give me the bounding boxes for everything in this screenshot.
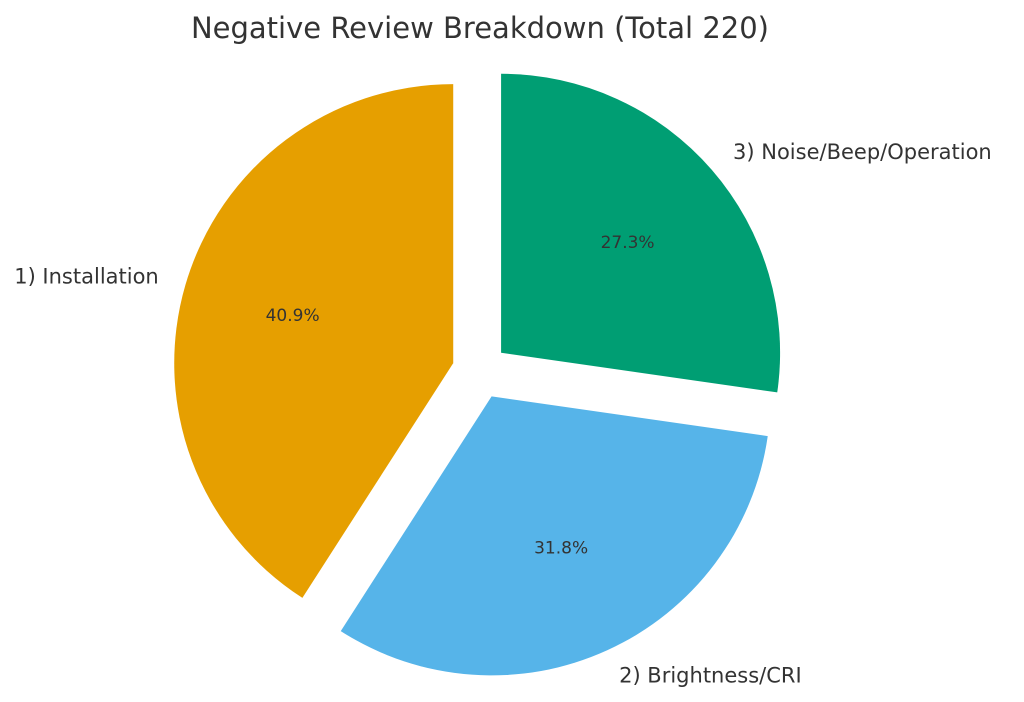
pie-slice-3 <box>501 73 781 393</box>
chart-title: Negative Review Breakdown (Total 220) <box>191 11 769 45</box>
slice-percent-label: 40.9% <box>266 306 320 326</box>
slice-percent-label: 31.8% <box>534 539 588 559</box>
pie-labels: 40.9% 1) Installation 31.8% 2) Brightness/C… <box>14 140 992 688</box>
slice-category-label: 1) Installation <box>14 265 159 289</box>
slice-category-label: 3) Noise/Beep/Operation <box>733 140 992 164</box>
pie-slice-1 <box>174 84 454 598</box>
slice-category-label: 2) Brightness/CRI <box>619 664 802 688</box>
pie-slice-2 <box>340 396 768 676</box>
pie-slices <box>174 73 781 676</box>
slice-percent-label: 27.3% <box>601 233 655 253</box>
